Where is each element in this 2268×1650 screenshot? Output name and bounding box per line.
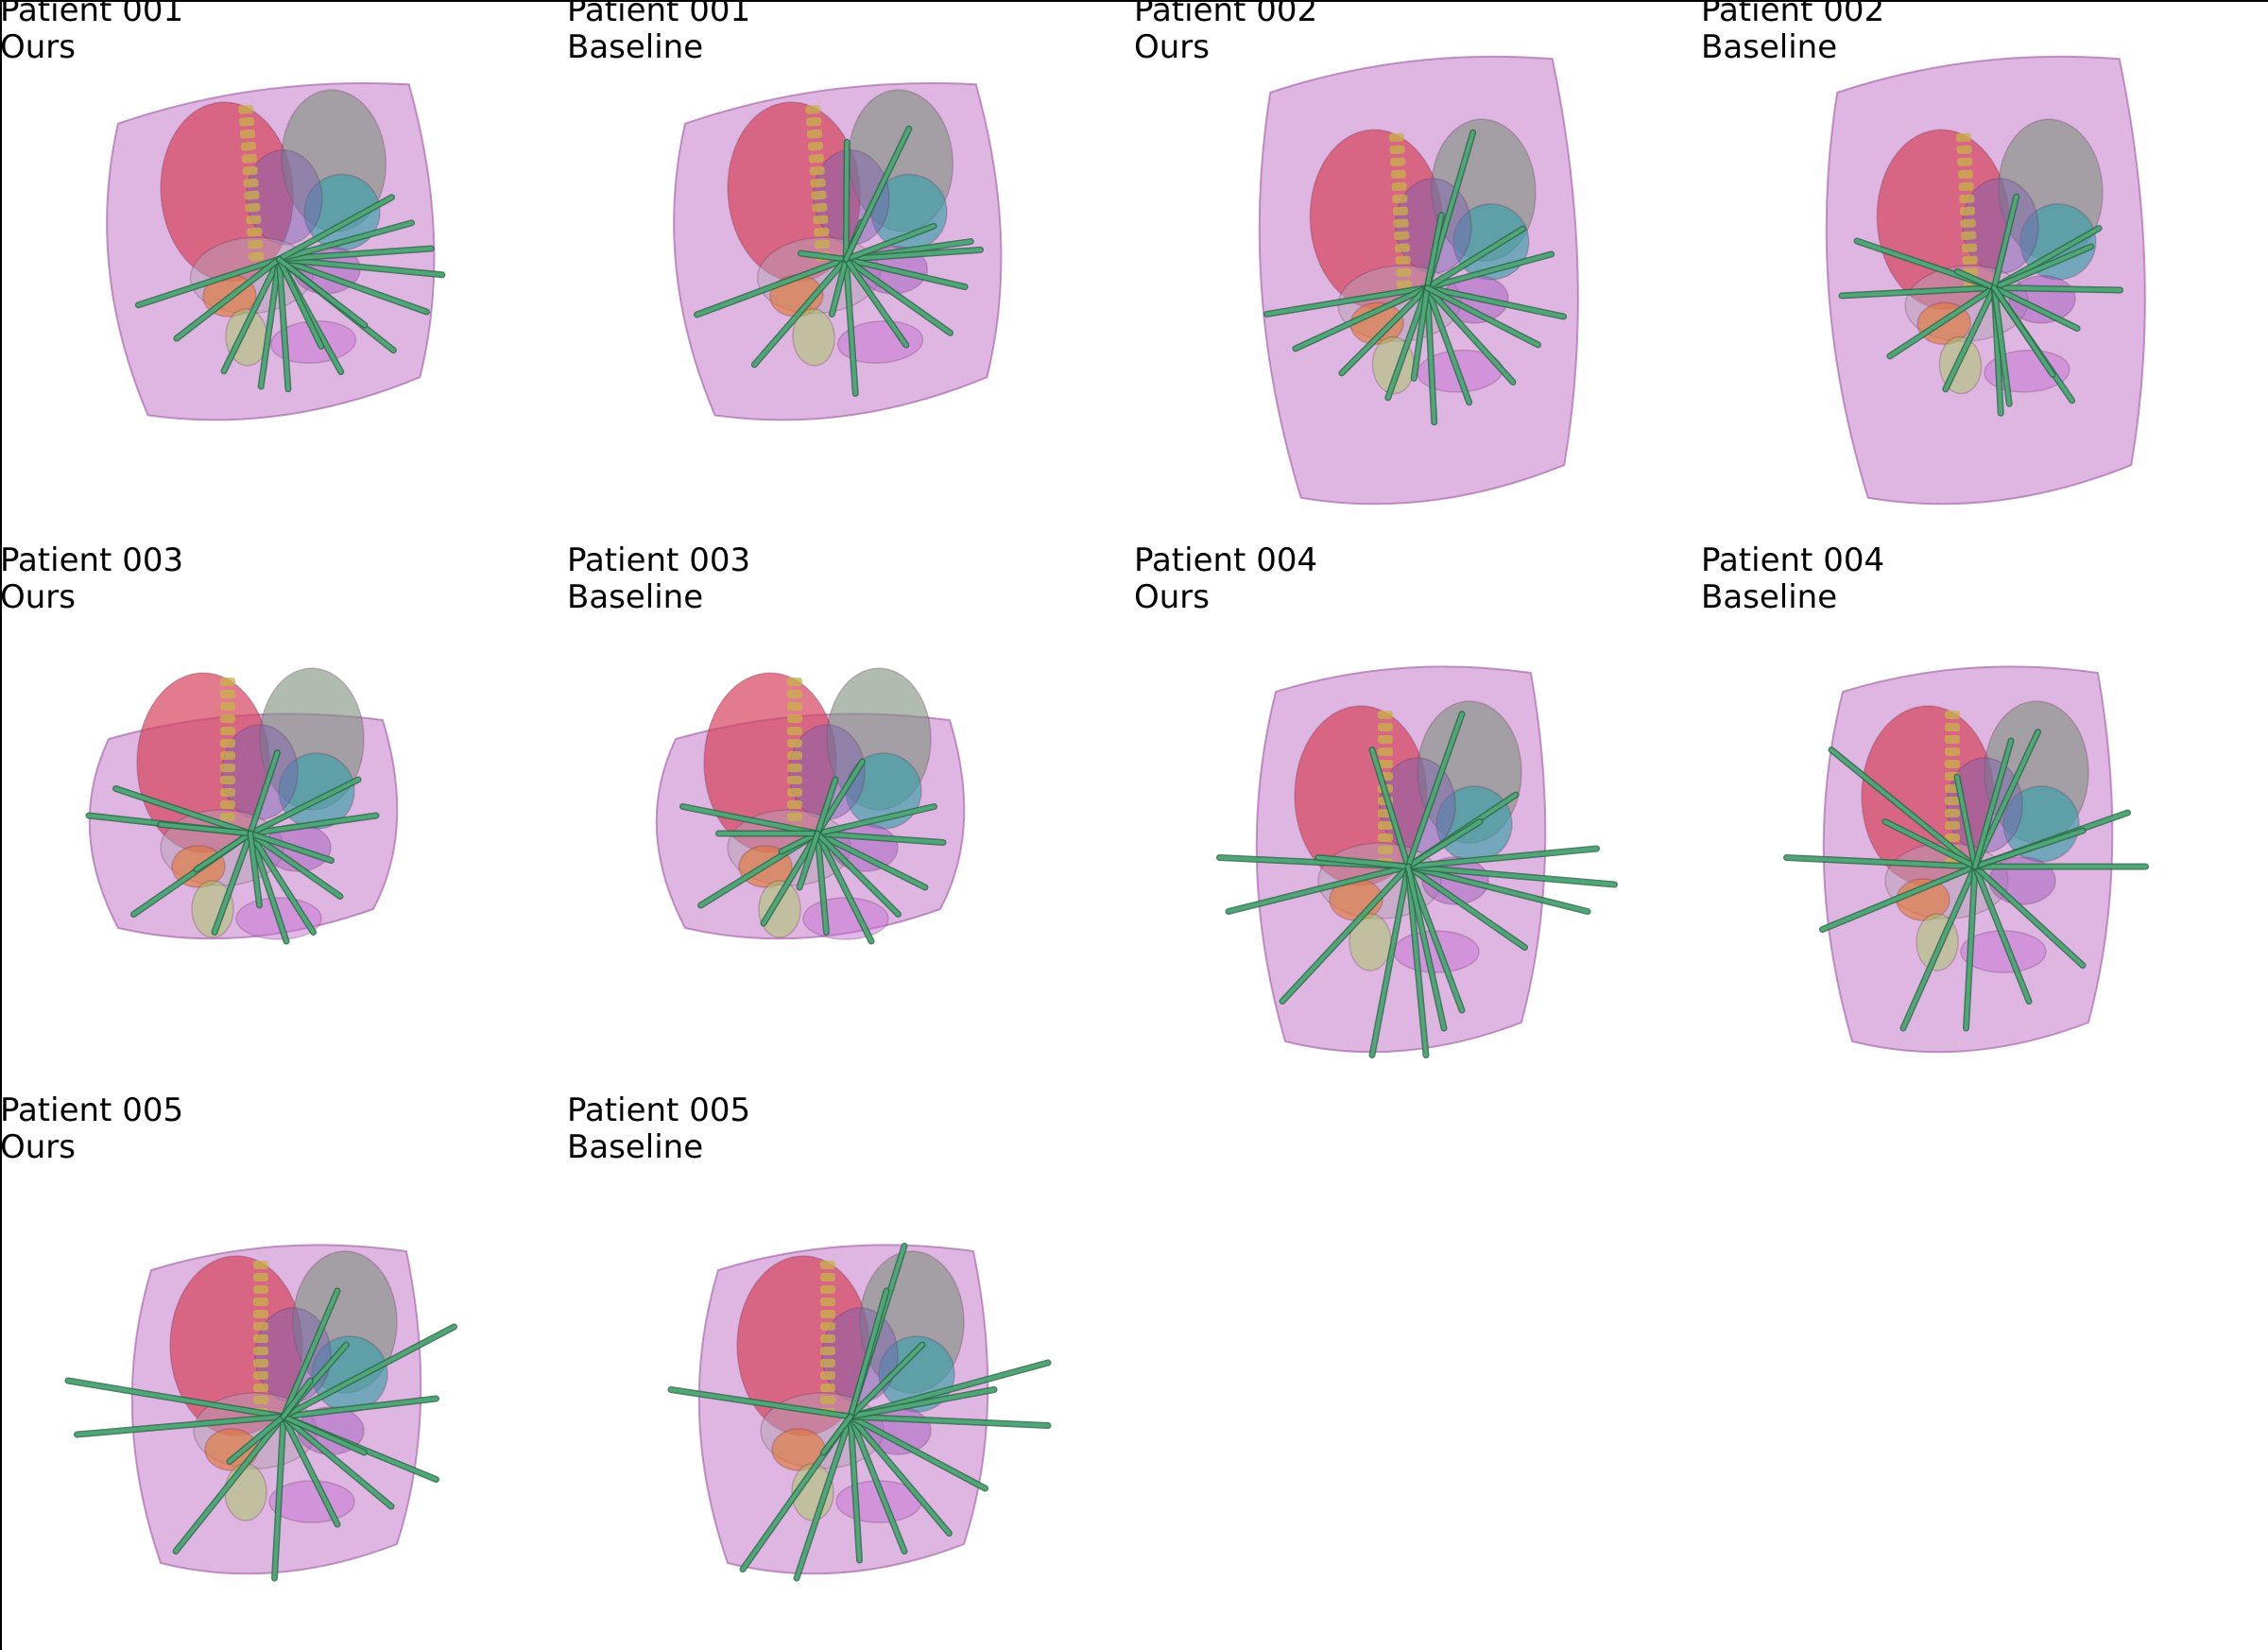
panel-label: Patient 004 Ours [1134,542,1317,616]
patient-panel: Patient 004 Ours [1134,542,1701,1100]
patient-id: Patient 005 [567,1091,751,1129]
patient-id: Patient 004 [1134,541,1318,579]
panel-label: Patient 004 Baseline [1701,542,1884,616]
anatomy-render [85,667,399,945]
intestine-organ [836,320,924,364]
anatomy-render [106,81,446,421]
anatomy-render [655,667,966,945]
bladder-organ [224,1463,267,1521]
patient-panel: Patient 005 Ours [0,1092,567,1650]
anatomy-render [1258,55,1579,506]
patient-panel: Patient 003 Baseline [567,542,1134,1100]
panel-label: Patient 005 Baseline [567,1092,750,1166]
patient-id: Patient 005 [0,1091,184,1129]
method-name: Ours [0,1128,77,1166]
spine [820,1261,835,1417]
method-name: Ours [0,28,77,66]
bladder-organ [191,880,234,938]
method-name: Ours [1134,578,1211,616]
patient-id: Patient 001 [0,0,184,29]
bladder-organ [758,880,801,938]
spine [1955,132,1980,289]
patient-panel: Patient 001 Ours [0,0,567,550]
spine [805,105,832,262]
method-name: Baseline [567,578,704,616]
method-name: Baseline [567,28,704,66]
patient-panel: Patient 002 Ours [1134,0,1701,550]
bladder-organ [792,308,835,367]
patient-panel: Patient 002 Baseline [1701,0,2268,550]
anatomy-render [673,81,1003,421]
patient-id: Patient 004 [1701,541,1885,579]
method-name: Ours [1134,28,1211,66]
panel-label: Patient 005 Ours [0,1092,183,1166]
spine [1945,711,1960,867]
intestine-organ [802,897,889,940]
panel-label: Patient 002 Ours [1134,0,1317,66]
method-name: Baseline [1701,28,1838,66]
patient-panel: Patient 005 Baseline [567,1092,1134,1650]
patient-id: Patient 003 [0,541,184,579]
anatomy-render [1825,55,2146,506]
anatomy-render [1783,665,2149,1054]
method-name: Baseline [1701,578,1838,616]
spine [1388,132,1413,289]
patient-id: Patient 002 [1134,0,1318,29]
patient-id: Patient 003 [567,541,751,579]
patient-panel: Patient 003 Ours [0,542,567,1100]
panel-label: Patient 001 Ours [0,0,183,66]
method-name: Ours [0,578,77,616]
method-name: Baseline [567,1128,704,1166]
anatomy-render [64,1244,457,1582]
patient-id: Patient 001 [567,0,751,29]
panel-label: Patient 001 Baseline [567,0,750,66]
panel-label: Patient 003 Ours [0,542,183,616]
patient-panel: Patient 001 Baseline [567,0,1134,550]
anatomy-render [667,1243,1052,1582]
anatomy-render [1216,665,1618,1058]
panel-label: Patient 002 Baseline [1701,0,1884,66]
panel-label: Patient 003 Baseline [567,542,750,616]
patient-id: Patient 002 [1701,0,1885,29]
spine [238,105,265,262]
patient-panel: Patient 004 Baseline [1701,542,2268,1100]
